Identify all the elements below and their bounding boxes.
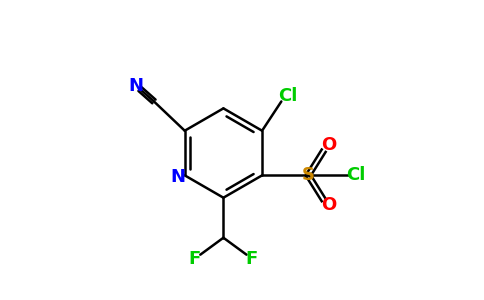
Text: O: O bbox=[321, 136, 337, 154]
Text: N: N bbox=[170, 168, 185, 186]
Text: S: S bbox=[302, 167, 315, 184]
Text: Cl: Cl bbox=[347, 167, 366, 184]
Text: Cl: Cl bbox=[278, 87, 297, 105]
Text: O: O bbox=[321, 196, 337, 214]
Text: F: F bbox=[189, 250, 201, 268]
Text: F: F bbox=[246, 250, 258, 268]
Text: N: N bbox=[128, 77, 143, 95]
